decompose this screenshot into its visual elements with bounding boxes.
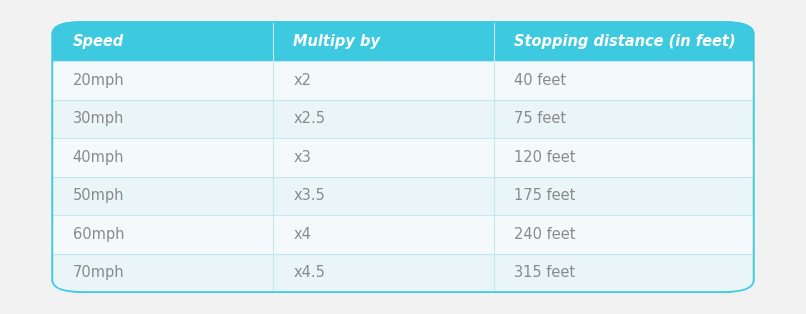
Text: x3.5: x3.5 xyxy=(293,188,325,203)
Text: Stopping distance (in feet): Stopping distance (in feet) xyxy=(514,34,736,49)
Text: Speed: Speed xyxy=(73,34,124,49)
Bar xyxy=(52,61,754,100)
Text: 50mph: 50mph xyxy=(73,188,124,203)
Text: x2: x2 xyxy=(293,73,311,88)
Text: Multipy by: Multipy by xyxy=(293,34,380,49)
Text: 30mph: 30mph xyxy=(73,111,124,126)
Text: 75 feet: 75 feet xyxy=(514,111,567,126)
Bar xyxy=(52,215,754,253)
Text: x3: x3 xyxy=(293,150,311,165)
Bar xyxy=(52,176,754,215)
Text: 70mph: 70mph xyxy=(73,265,124,280)
Text: 40 feet: 40 feet xyxy=(514,73,567,88)
Bar xyxy=(52,253,754,292)
FancyBboxPatch shape xyxy=(52,22,754,61)
Bar xyxy=(52,138,754,176)
Text: 120 feet: 120 feet xyxy=(514,150,575,165)
Text: x2.5: x2.5 xyxy=(293,111,326,126)
Text: x4.5: x4.5 xyxy=(293,265,326,280)
Text: 20mph: 20mph xyxy=(73,73,124,88)
Bar xyxy=(52,100,754,138)
Text: 175 feet: 175 feet xyxy=(514,188,575,203)
FancyBboxPatch shape xyxy=(52,22,754,292)
Text: 60mph: 60mph xyxy=(73,227,124,242)
Text: 315 feet: 315 feet xyxy=(514,265,575,280)
Text: x4: x4 xyxy=(293,227,311,242)
Text: 240 feet: 240 feet xyxy=(514,227,575,242)
Bar xyxy=(52,40,754,61)
Text: 40mph: 40mph xyxy=(73,150,124,165)
